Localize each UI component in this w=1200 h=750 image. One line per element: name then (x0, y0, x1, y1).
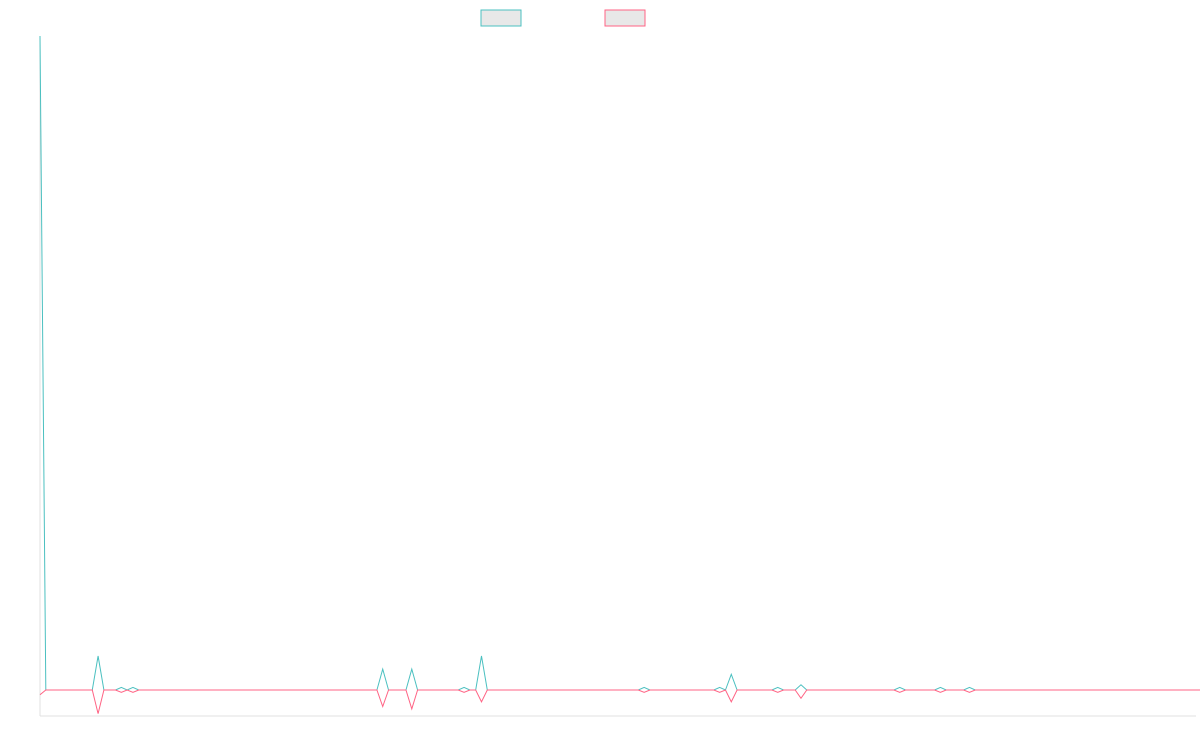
legend-swatch-1 (604, 9, 646, 27)
chart-legend (480, 9, 646, 27)
chart-series-layer (39, 35, 1200, 714)
series-0 (39, 35, 1200, 691)
series-1 (39, 689, 1200, 714)
series-line-1 (39, 689, 1200, 714)
chart-axes (39, 36, 1196, 717)
legend-swatch-0 (480, 9, 522, 27)
series-line-0 (39, 35, 1200, 691)
